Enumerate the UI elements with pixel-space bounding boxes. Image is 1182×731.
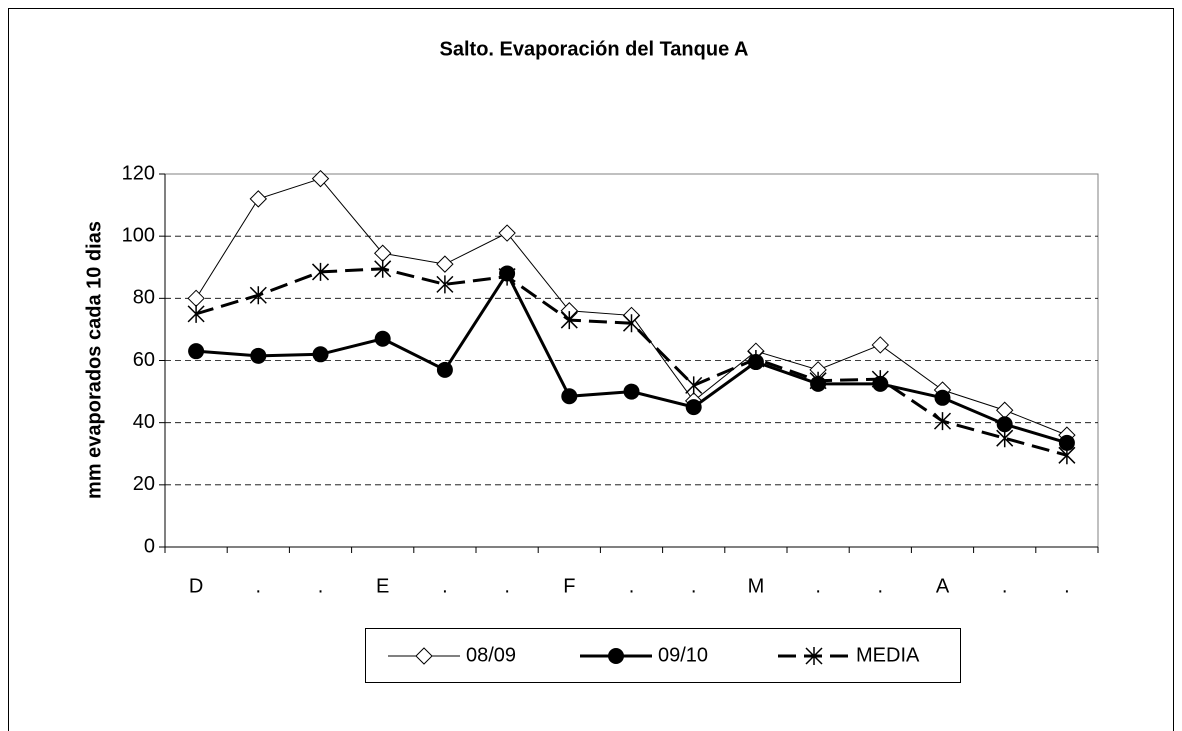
data-point: [250, 347, 267, 364]
x-tick-label: M: [748, 575, 765, 597]
x-tick-label: A: [936, 575, 950, 597]
data-point: [249, 190, 268, 208]
data-point: [622, 314, 641, 333]
y-tick-label: 80: [133, 287, 155, 309]
data-point: [187, 304, 205, 323]
data-point: [249, 286, 267, 305]
data-point: [934, 389, 951, 406]
data-point: [996, 416, 1013, 433]
data-point: [933, 412, 952, 431]
data-point: [436, 275, 454, 294]
data-point: [312, 346, 329, 363]
y-tick-label: 120: [122, 162, 155, 184]
y-tick-label: 0: [144, 535, 155, 557]
legend-box: [365, 628, 961, 683]
chart-title: Salto. Evaporación del Tanque A: [440, 38, 749, 60]
y-tick-label: 100: [122, 224, 155, 246]
x-tick-label: .: [504, 575, 510, 597]
legend-label: 08/09: [466, 644, 516, 666]
data-point: [685, 399, 702, 416]
data-point: [560, 311, 578, 330]
x-tick-label: E: [376, 575, 389, 597]
data-point: [561, 388, 578, 405]
data-point: [311, 169, 330, 188]
data-point: [374, 330, 391, 347]
data-point: [188, 343, 205, 360]
x-tick-label: .: [815, 575, 821, 597]
data-point: [747, 349, 765, 368]
x-tick-label: .: [878, 575, 884, 597]
data-point: [498, 267, 516, 286]
legend-marker: [608, 648, 624, 664]
legend-marker: [805, 647, 823, 665]
y-axis-label: mm evaporados cada 10 dias: [83, 221, 105, 499]
y-tick-label: 40: [133, 411, 155, 433]
data-point: [498, 224, 516, 242]
x-tick-label: .: [629, 575, 635, 597]
x-tick-label: .: [1002, 575, 1008, 597]
data-point: [871, 370, 889, 389]
data-point: [436, 255, 454, 273]
data-point: [1058, 446, 1076, 465]
data-point: [374, 259, 392, 278]
data-point: [311, 262, 330, 281]
legend-label: MEDIA: [856, 644, 920, 666]
data-point: [809, 371, 827, 390]
x-tick-label: .: [691, 575, 697, 597]
data-point: [623, 383, 640, 400]
data-point: [996, 429, 1014, 448]
data-point: [436, 361, 453, 378]
data-point: [871, 336, 890, 354]
x-tick-label: .: [318, 575, 324, 597]
y-tick-label: 60: [133, 349, 155, 371]
data-point: [1058, 434, 1075, 451]
data-point: [685, 376, 703, 395]
x-tick-label: D: [189, 575, 203, 597]
x-tick-label: .: [256, 575, 262, 597]
legend-label: 09/10: [658, 644, 708, 666]
x-tick-label: .: [1064, 575, 1070, 597]
legend-marker: [415, 647, 433, 665]
x-tick-label: .: [442, 575, 448, 597]
x-tick-label: F: [563, 575, 575, 597]
y-tick-label: 20: [133, 473, 155, 495]
